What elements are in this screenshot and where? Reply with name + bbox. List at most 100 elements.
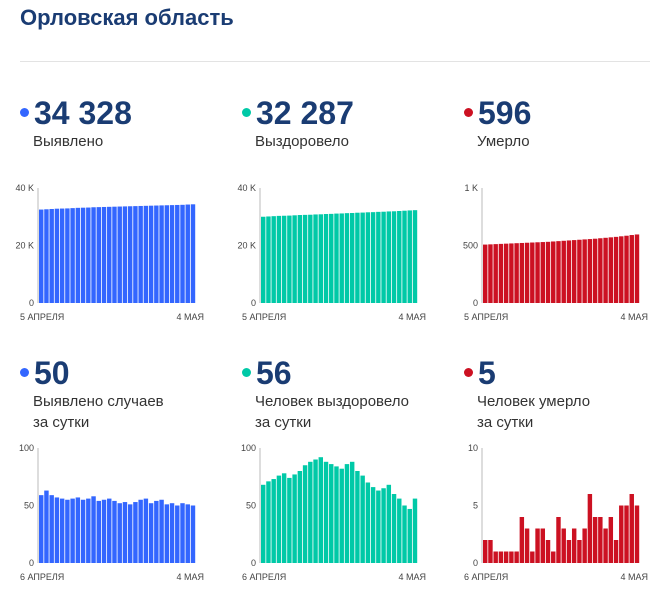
bar	[349, 213, 355, 303]
y-tick-label: 40 K	[15, 183, 34, 193]
stat-value: 596	[464, 95, 531, 131]
bar	[323, 461, 329, 563]
bar	[608, 517, 614, 563]
bar	[180, 204, 185, 303]
bar	[59, 208, 65, 303]
bar	[297, 471, 303, 563]
bar	[44, 209, 49, 303]
bar	[376, 490, 381, 563]
bar	[634, 234, 640, 303]
legend-dot-icon	[20, 368, 29, 378]
bar	[603, 528, 608, 563]
bar	[407, 508, 412, 563]
bar	[313, 459, 318, 563]
bar-chart-deaths-daily: 0 5 10 6 АПРЕЛЯ 4 МАЯ	[464, 443, 648, 582]
bar	[613, 236, 619, 303]
bar-chart-deaths: 0 500 1 K 5 АПРЕЛЯ 4 МАЯ	[463, 183, 648, 322]
bar	[339, 213, 344, 303]
stat-label-line: за сутки	[33, 414, 90, 431]
y-tick-label: 1 K	[464, 183, 478, 193]
bar	[143, 205, 149, 303]
bar	[483, 540, 488, 563]
bar	[344, 213, 350, 303]
bar	[483, 244, 488, 303]
y-tick-label: 20 K	[237, 241, 256, 251]
bar	[493, 244, 498, 303]
bar	[302, 465, 308, 563]
bar	[148, 205, 154, 303]
y-tick-label: 0	[473, 298, 478, 308]
stat-label: Человек умерло за сутки	[477, 391, 590, 433]
bar	[261, 216, 266, 303]
bar	[624, 505, 629, 563]
y-tick-label: 0	[251, 298, 256, 308]
bar	[524, 528, 530, 563]
stat-number: 596	[478, 95, 532, 131]
bar	[276, 475, 282, 563]
panel-detected: 34 328 Выявлено 0 20 K 40 K 5 АПРЕЛЯ 4 МАЯ	[15, 95, 225, 325]
bar	[519, 242, 525, 303]
bar	[355, 471, 360, 563]
panel-detected-daily: 50 Выявлено случаев за сутки 0 50 100 6 АПРЕЛЯ…	[19, 355, 225, 585]
bar	[608, 237, 614, 303]
bar	[334, 213, 339, 303]
y-tick-label: 5	[473, 501, 478, 511]
bar	[598, 238, 603, 303]
bar	[545, 241, 551, 303]
panel-deaths: 596 Умерло 0 500 1 K 5 АПРЕЛЯ 4 МАЯ	[463, 95, 669, 325]
bar	[577, 239, 582, 303]
bar	[49, 495, 54, 563]
legend-dot-icon	[242, 368, 251, 378]
bar	[365, 482, 371, 563]
bar	[96, 500, 101, 563]
bar	[355, 212, 360, 303]
legend-dot-icon	[464, 368, 473, 378]
stat-label-line: Человек умерло	[477, 393, 591, 410]
bar	[112, 206, 117, 303]
bar	[603, 237, 608, 303]
stat-label: Выявлено случаев за сутки	[33, 391, 164, 433]
bar	[127, 206, 133, 303]
y-tick-label: 0	[473, 558, 478, 568]
panel-recovered-daily: 56 Человек выздоровело за сутки 0 50 100 6 АПР…	[241, 355, 447, 585]
stat-label: Умерло	[477, 131, 530, 152]
bar	[70, 208, 75, 303]
bar	[407, 210, 412, 303]
bar	[598, 517, 603, 563]
bar	[540, 242, 545, 303]
stat-label-line: Выявлено случаев	[33, 393, 164, 410]
bar-chart-recovered: 0 20 K 40 K 5 АПРЕЛЯ 4 МАЯ	[237, 183, 426, 322]
stat-number: 34 328	[34, 95, 132, 131]
bar	[365, 212, 371, 303]
bar	[556, 241, 561, 303]
bar	[514, 551, 519, 563]
bar	[281, 215, 287, 303]
bar	[509, 243, 514, 303]
bar	[266, 481, 271, 563]
bar	[634, 505, 640, 563]
bar	[613, 540, 619, 563]
bar	[308, 214, 313, 303]
bar	[101, 499, 107, 563]
bar-chart-detected-daily: 0 50 100 6 АПРЕЛЯ 4 МАЯ	[19, 443, 204, 582]
bar	[535, 528, 540, 563]
x-start-label: 5 АПРЕЛЯ	[242, 312, 286, 322]
stat-value: 56	[242, 355, 292, 391]
bar	[190, 505, 196, 563]
stat-number: 56	[256, 355, 292, 391]
bar	[169, 205, 175, 303]
bar	[386, 484, 392, 563]
bar	[592, 238, 598, 303]
stat-number: 32 287	[256, 95, 354, 131]
bar	[376, 211, 381, 303]
bar	[281, 473, 287, 563]
bar	[271, 216, 276, 303]
bar	[70, 498, 75, 563]
bar	[619, 505, 624, 563]
bar	[107, 206, 112, 303]
bar	[624, 235, 629, 303]
bar	[571, 240, 577, 303]
bar	[164, 504, 170, 563]
bar	[551, 551, 556, 563]
stat-number: 5	[478, 355, 496, 391]
